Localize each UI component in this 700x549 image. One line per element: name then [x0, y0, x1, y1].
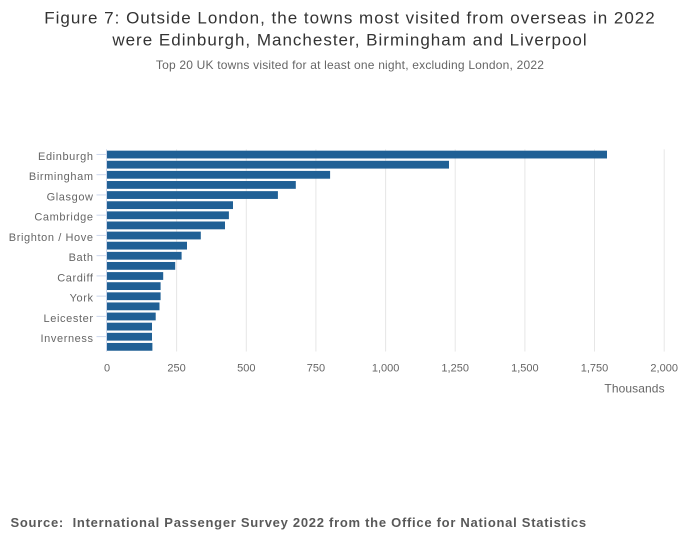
svg-text:were Edinburgh, Manchester, Bi: were Edinburgh, Manchester, Birmingham a… — [111, 31, 587, 50]
svg-text:Edinburgh: Edinburgh — [38, 151, 94, 163]
svg-text:500: 500 — [237, 363, 255, 375]
svg-text:Figure 7: Outside London, the: Figure 7: Outside London, the towns most… — [44, 9, 655, 28]
svg-text:Source: International Passeng: Source: International Passenger Survey 2… — [11, 515, 587, 530]
svg-text:Birmingham: Birmingham — [29, 171, 94, 183]
svg-text:750: 750 — [307, 363, 325, 375]
svg-text:1,500: 1,500 — [511, 363, 539, 375]
svg-text:Cambridge: Cambridge — [34, 212, 93, 224]
svg-text:250: 250 — [167, 363, 185, 375]
svg-text:York: York — [70, 293, 94, 305]
svg-text:1,750: 1,750 — [581, 363, 609, 375]
svg-text:Cardiff: Cardiff — [57, 272, 94, 284]
svg-text:Top 20 UK towns visited for at: Top 20 UK towns visited for at least one… — [156, 58, 544, 72]
svg-text:1,250: 1,250 — [441, 363, 469, 375]
svg-text:1,000: 1,000 — [372, 363, 400, 375]
svg-text:Leicester: Leicester — [44, 313, 94, 325]
svg-text:Thousands: Thousands — [604, 382, 664, 396]
svg-text:Brighton / Hove: Brighton / Hove — [9, 232, 94, 244]
svg-text:0: 0 — [104, 363, 110, 375]
svg-text:Inverness: Inverness — [41, 333, 94, 345]
svg-text:2,000: 2,000 — [650, 363, 678, 375]
svg-text:Bath: Bath — [69, 252, 94, 264]
svg-text:Glasgow: Glasgow — [47, 191, 94, 203]
